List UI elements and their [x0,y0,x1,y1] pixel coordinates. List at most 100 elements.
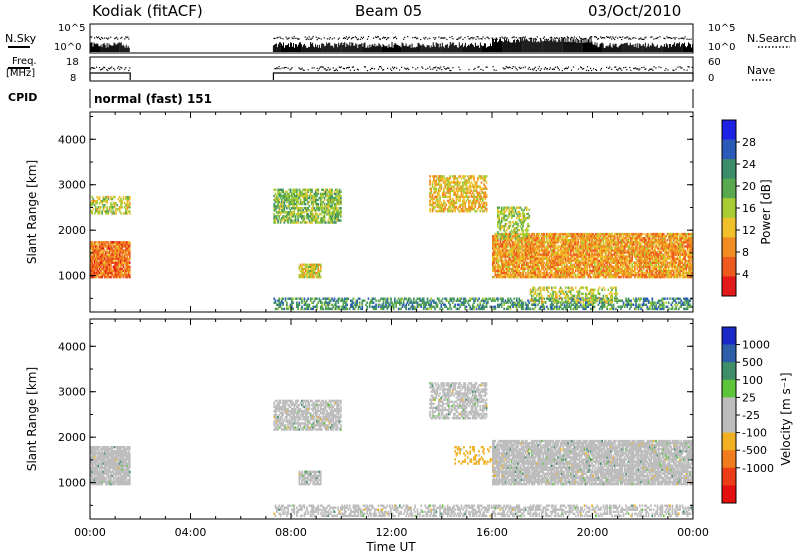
data-cell [497,267,499,271]
data-cell [361,307,364,311]
data-cell [444,303,446,306]
data-cell [127,275,130,279]
data-cell [429,191,431,194]
data-cell [311,267,313,271]
data-cell [475,307,478,311]
nave-dot [430,68,432,70]
data-cell [125,251,127,254]
data-cell [329,196,332,200]
data-cell [96,267,98,271]
data-cell [95,263,97,266]
data-cell [508,235,510,238]
data-cell [302,200,304,204]
data-cell [533,245,536,248]
data-cell [615,299,617,302]
data-cell [583,305,586,308]
data-cell [100,265,102,268]
data-cell [328,217,331,220]
data-cell [517,257,519,260]
data-cell [284,198,287,202]
data-cell [106,271,108,275]
data-cell [530,297,533,300]
data-cell [500,253,503,256]
data-cell [345,305,347,308]
nave-dot [92,67,94,69]
data-cell [541,265,543,268]
nave-dot [596,69,598,71]
data-cell [554,247,557,250]
nave-dot [590,67,592,69]
data-cell [464,195,467,198]
data-cell [485,187,488,190]
data-cell [448,181,450,184]
data-cell [309,267,312,271]
nsearch-dot [309,38,311,40]
data-cell [557,275,559,279]
data-cell [105,212,107,215]
data-cell [279,303,282,306]
data-cell [126,257,129,260]
data-cell [517,265,519,268]
data-cell [512,243,514,246]
data-cell [538,261,541,264]
data-cell [459,175,461,178]
data-cell [494,249,497,252]
data-cell [533,235,536,238]
data-cell [460,189,463,192]
data-cell [126,275,129,279]
nsearch-dot [493,38,495,40]
data-cell [127,261,130,264]
nave-dot [338,66,340,68]
data-cell [451,181,454,184]
data-cell [322,307,325,311]
data-cell [551,255,553,258]
data-cell [367,297,370,300]
data-cell [542,275,544,279]
data-cell [402,299,405,302]
data-cell [439,179,441,182]
data-cell [525,305,528,308]
data-cell [512,303,514,306]
data-cell [429,303,431,306]
data-cell [522,269,524,273]
data-cell [543,261,546,264]
nsearch-dot [666,36,668,38]
data-cell [492,261,494,264]
data-cell [123,271,126,275]
data-cell [543,235,546,238]
data-cell [337,299,340,302]
data-cell [558,297,561,300]
data-cell [549,303,552,306]
data-cell [662,307,665,311]
data-cell [534,303,537,306]
data-cell [572,297,575,300]
data-cell [539,245,542,248]
data-cell [106,212,108,215]
data-cell [279,207,282,210]
nsearch-dot [312,36,314,38]
nsearch-dot [615,36,617,38]
nave-dot [681,67,683,69]
data-cell [669,297,671,300]
data-cell [533,273,536,277]
data-cell [313,207,316,210]
data-cell [440,179,443,182]
data-cell [546,251,548,254]
data-cell [542,265,544,268]
data-cell [96,195,98,199]
data-cell [492,267,494,271]
data-cell [483,201,485,205]
data-cell [533,253,536,256]
data-cell [671,297,674,300]
data-cell [515,269,518,273]
data-cell [557,259,559,262]
data-cell [112,202,115,205]
data-cell [568,303,571,306]
data-cell [459,299,461,302]
data-cell [495,243,498,246]
data-cell [453,179,455,182]
data-cell [470,185,473,188]
data-cell [430,189,433,192]
data-cell [280,188,283,191]
data-cell [98,251,101,254]
